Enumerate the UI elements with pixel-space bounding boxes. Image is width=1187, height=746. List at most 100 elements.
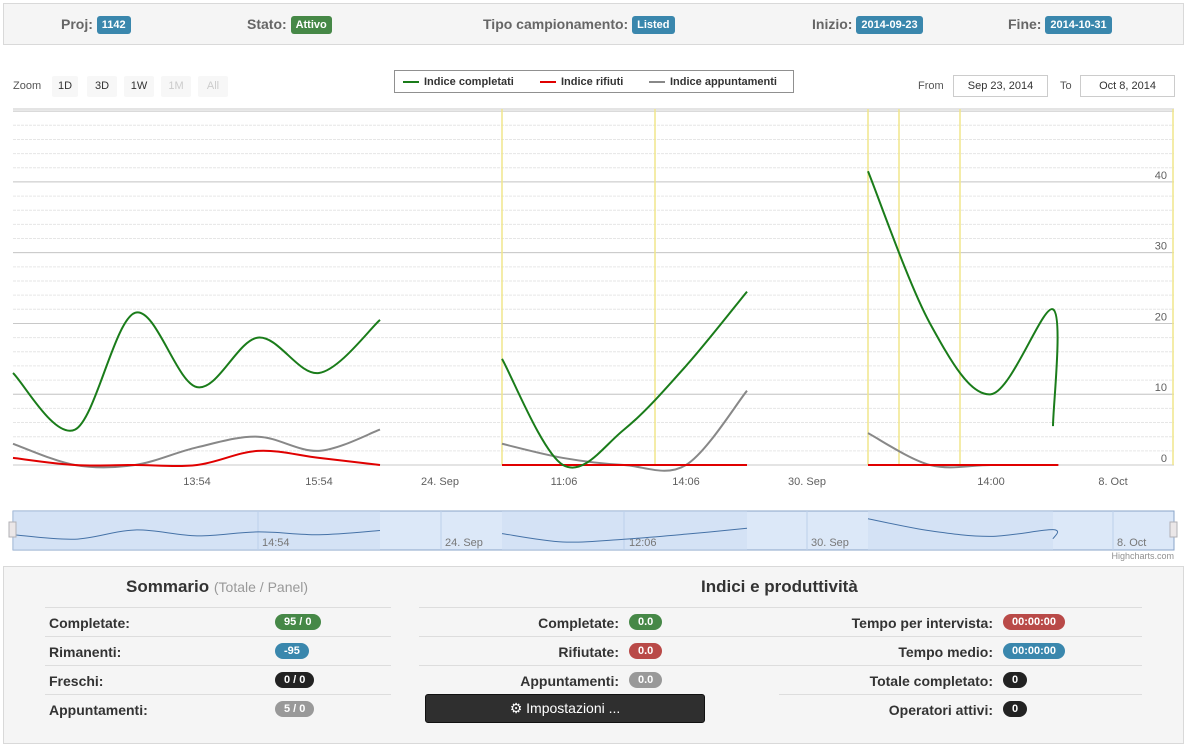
range-from-input[interactable]: Sep 23, 2014 xyxy=(953,75,1048,97)
y-tick-label: 40 xyxy=(1155,170,1167,182)
range-to-input[interactable]: Oct 8, 2014 xyxy=(1080,75,1175,97)
indici-title: Indici e produttività xyxy=(701,577,858,596)
tipo-field: Tipo campionamento: Listed xyxy=(483,16,675,34)
x-tick-label: 30. Sep xyxy=(788,476,826,488)
y-tick-label: 20 xyxy=(1155,311,1167,323)
summary-subtitle: (Totale / Panel) xyxy=(213,579,309,595)
legend-item-rifiuti[interactable]: Indice rifiuti xyxy=(540,76,623,88)
indici-appuntamenti-value-badge: 0.0 xyxy=(629,672,663,688)
legend-swatch-completati xyxy=(403,81,419,84)
proj-field: Proj: 1142 xyxy=(61,16,131,34)
navigator-series xyxy=(501,527,748,543)
fine-field: Fine: 2014-10-31 xyxy=(1008,16,1112,34)
stato-badge: Attivo xyxy=(290,16,332,34)
navigator-handle-right xyxy=(1169,521,1178,538)
legend-label-rifiuti: Indice rifiuti xyxy=(561,76,624,88)
indici-rifiutate-value-badge: 0.0 xyxy=(629,643,663,659)
settings-button[interactable]: ⚙ Impostazioni ... xyxy=(425,694,705,723)
navigator-tick-label: 8. Oct xyxy=(1117,537,1146,549)
navigator-series xyxy=(867,518,1059,540)
gears-icon: ⚙ xyxy=(509,700,523,716)
legend-label-appuntamenti: Indice appuntamenti xyxy=(670,76,777,88)
summary-completate-value-badge: 95 / 0 xyxy=(275,614,321,630)
indici-completate-row: Completate: 0.0 xyxy=(419,607,779,636)
legend-swatch-appuntamenti xyxy=(649,81,665,84)
x-tick-label: 14:06 xyxy=(672,476,700,488)
indici-appuntamenti-label: Appuntamenti: xyxy=(520,673,619,689)
summary-appuntamenti-row: Appuntamenti: 5 / 0 xyxy=(45,694,391,723)
stato-field: Stato: Attivo xyxy=(247,16,332,34)
summary-freschi-label: Freschi: xyxy=(49,673,104,689)
inizio-label: Inizio: xyxy=(812,16,853,32)
stats-panel: Sommario (Totale / Panel) Indici e produ… xyxy=(3,566,1184,744)
navigator-tick-label: 14:54 xyxy=(262,537,290,549)
range-to-label: To xyxy=(1060,80,1072,92)
indici-tempo-medio--row: Tempo medio: 00:00:00 xyxy=(779,636,1142,665)
indici-tempo-per-intervista--value-badge: 00:00:00 xyxy=(1003,614,1066,630)
summary-title-text: Sommario xyxy=(126,577,210,596)
indici-tempo-per-intervista--label: Tempo per intervista: xyxy=(851,615,993,631)
series-line-appuntamenti xyxy=(867,432,1059,469)
inizio-field: Inizio: 2014-09-23 xyxy=(812,16,923,34)
navigator-tick-label: 30. Sep xyxy=(811,537,849,549)
zoom-all-button[interactable]: All xyxy=(198,76,228,97)
summary-title: Sommario (Totale / Panel) xyxy=(126,577,308,597)
indici-completate-label: Completate: xyxy=(538,615,619,631)
x-tick-label: 8. Oct xyxy=(1098,476,1127,488)
legend-item-completati[interactable]: Indice completati xyxy=(403,76,514,88)
proj-badge: 1142 xyxy=(96,16,131,34)
indici-totale-completato--value-badge: 0 xyxy=(1003,672,1028,688)
indici-totale-completato--row: Totale completato: 0 xyxy=(779,665,1142,694)
series-line-completati xyxy=(867,170,1059,427)
indici-totale-completato--label: Totale completato: xyxy=(869,673,993,689)
summary-freschi-row: Freschi: 0 / 0 xyxy=(45,665,391,694)
summary-completate-row: Completate: 95 / 0 xyxy=(45,607,391,636)
stato-label: Stato: xyxy=(247,16,287,32)
series-line-appuntamenti xyxy=(12,428,381,469)
zoom-1d-button[interactable]: 1D xyxy=(52,76,78,97)
series-line-completati xyxy=(501,290,748,469)
indici-rifiutate-label: Rifiutate: xyxy=(558,644,619,660)
indici-appuntamenti-row: Appuntamenti: 0.0 xyxy=(419,665,779,694)
summary-freschi-value-badge: 0 / 0 xyxy=(275,672,315,688)
navigator-mask xyxy=(868,511,1053,550)
legend-label-completati: Indice completati xyxy=(424,76,514,88)
settings-label: Impostazioni ... xyxy=(526,700,621,716)
inizio-badge: 2014-09-23 xyxy=(856,16,923,34)
range-from-label: From xyxy=(918,80,944,92)
tipo-label: Tipo campionamento: xyxy=(483,16,629,32)
x-tick-label: 13:54 xyxy=(183,476,211,488)
zoom-1m-button[interactable]: 1M xyxy=(161,76,191,97)
summary-rimanenti-label: Rimanenti: xyxy=(49,644,122,660)
fine-badge: 2014-10-31 xyxy=(1045,16,1112,34)
tipo-badge: Listed xyxy=(632,16,675,34)
navigator-handle-left xyxy=(8,521,17,538)
zoom-3d-button[interactable]: 3D xyxy=(87,76,117,97)
chart-legend: Indice completati Indice rifiuti Indice … xyxy=(394,70,794,93)
legend-swatch-rifiuti xyxy=(540,81,556,84)
zoom-label: Zoom xyxy=(13,80,42,92)
summary-appuntamenti-label: Appuntamenti: xyxy=(49,702,148,718)
navigator-mask xyxy=(13,511,380,550)
summary-appuntamenti-value-badge: 5 / 0 xyxy=(275,701,315,717)
legend-item-appuntamenti[interactable]: Indice appuntamenti xyxy=(649,76,777,88)
y-tick-label: 10 xyxy=(1155,382,1167,394)
indici-completate-value-badge: 0.0 xyxy=(629,614,663,630)
indici-tempo-medio--value-badge: 00:00:00 xyxy=(1003,643,1066,659)
x-tick-label: 15:54 xyxy=(305,476,333,488)
indici-operatori-attivi--row: Operatori attivi: 0 xyxy=(779,694,1142,723)
zoom-1w-button[interactable]: 1W xyxy=(124,76,154,97)
stock-chart: 0 10 20 30 40 13:54 15:54 24. Sep 11:06 14:06 30. … xyxy=(0,60,1187,565)
x-tick-label: 24. Sep xyxy=(421,476,459,488)
indici-operatori-attivi--label: Operatori attivi: xyxy=(888,702,993,718)
fine-label: Fine: xyxy=(1008,16,1042,32)
navigator-tick-label: 12:06 xyxy=(629,537,657,549)
x-tick-label: 11:06 xyxy=(551,476,578,488)
summary-rimanenti-row: Rimanenti: -95 xyxy=(45,636,391,665)
indici-operatori-attivi--value-badge: 0 xyxy=(1003,701,1028,717)
summary-completate-label: Completate: xyxy=(49,615,130,631)
summary-rimanenti-value-badge: -95 xyxy=(275,643,309,659)
proj-label: Proj: xyxy=(61,16,93,32)
highcharts-credit: Highcharts.com xyxy=(1111,551,1174,561)
indici-tempo-per-intervista--row: Tempo per intervista: 00:00:00 xyxy=(779,607,1142,636)
